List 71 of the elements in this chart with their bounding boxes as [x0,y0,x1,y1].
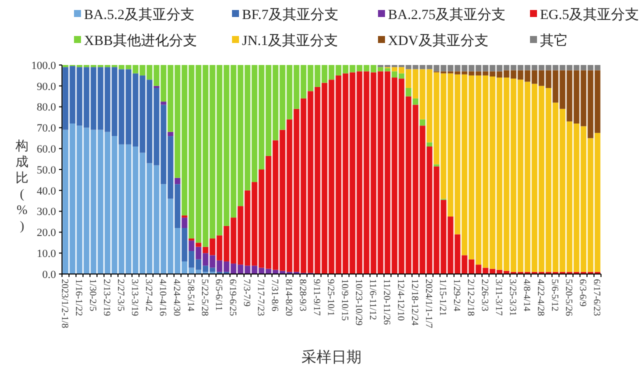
x-tick-label: 6/3-6/9 [577,279,588,307]
x-tick-label: 3/13-3/19 [129,279,140,316]
x-tick-label: 4/24-4/30 [171,279,182,316]
x-tick-label: 9/11-9/17 [311,279,322,316]
x-tick-label: 7/31-8/6 [269,279,280,312]
legend-label: EG.5及其亚分支 [540,6,640,23]
legend-label: BF.7及其亚分支 [242,6,339,23]
x-tick-label: 8/14-8/20 [283,279,294,316]
x-tick-label: 3/25-3/31 [507,279,518,316]
x-tick-label: 3/27-4/2 [143,279,154,312]
y-tick-label: 60.0 [36,143,56,156]
x-tick-label: 5/20-5/26 [563,279,574,316]
bar [160,102,166,105]
x-tick-label: 6/5-6/11 [213,279,224,312]
y-axis-title: 构成比(%) [14,138,28,233]
bar [188,238,194,241]
x-tick-label: 2024/1/1-1/7 [423,279,434,328]
bar [412,98,418,105]
bar [174,178,180,184]
y-tick-label: 0.0 [42,268,56,281]
x-tick-label: 7/17-7/23 [255,279,266,316]
x-tick-label: 2/27-3/5 [115,279,126,312]
x-tick-label: 1/30-2/5 [87,279,98,312]
x-tick-label: 5/8-5/14 [185,279,196,312]
bar [426,142,432,147]
legend-label: BA.5.2及其亚分支 [84,6,194,23]
x-tick-label: 4/10-4/16 [157,279,168,316]
legend-label: 其它 [540,32,568,49]
y-tick-label: 90.0 [36,80,56,93]
y-tick-label: 80.0 [36,102,56,114]
bar [182,218,188,228]
x-tick-label: 2/13-2/19 [101,279,112,316]
legend-label: JN.1及其亚分支 [242,32,338,49]
y-tick-label: 50.0 [36,164,56,176]
y-tick-label: 30.0 [36,206,56,218]
legend-label: XBB其他进化分支 [84,32,197,49]
x-tick-label: 8/28-9/3 [297,279,308,312]
bar [182,215,188,218]
x-tick-label: 10/23-10/29 [353,279,364,326]
x-axis-title: 采样日期 [302,349,362,366]
x-tick-label: 5/6-5/12 [549,279,560,312]
x-tick-label: 4/8-4/14 [521,279,532,312]
x-tick-label: 9/25-10/1 [325,279,336,316]
y-tick-label: 20.0 [36,227,56,240]
bar [168,132,174,136]
y-tick-label: 70.0 [36,122,56,135]
x-tick-label: 2023/1/2-1/8 [59,279,70,328]
x-tick-label: 6/17-6/23 [591,279,602,316]
x-tick-label: 1/15-1/21 [437,279,448,316]
bar [420,119,426,126]
y-tick-label: 40.0 [36,185,56,198]
x-tick-label: 1/29-2/4 [451,279,462,312]
x-tick-label: 1/16-1/22 [73,279,84,316]
x-tick-label: 11/6-11/12 [367,279,378,320]
x-tick-label: 6/19-6/25 [227,279,238,316]
x-tick-label: 7/3-7/9 [241,279,252,307]
x-tick-label: 2/26-3/3 [479,279,490,312]
bar [196,242,202,247]
x-tick-label: 5/22-5/28 [199,279,210,316]
y-tick-label: 100.0 [31,60,56,72]
x-tick-label: 11/20-11/26 [381,279,392,325]
x-tick-label: 12/18-12/24 [409,279,420,326]
bar [406,88,412,96]
legend-label: BA.2.75及其亚分支 [388,6,506,23]
x-tick-label: 4/22-4/28 [535,279,546,316]
y-tick-label: 10.0 [36,248,56,260]
x-tick-label: 12/4-12/10 [395,279,406,321]
legend-label: XDV及其亚分支 [388,32,488,49]
x-tick-label: 10/9-10/15 [339,279,350,321]
x-tick-label: 3/11-3/17 [493,279,504,316]
x-tick-label: 2/12-2/18 [465,279,476,316]
